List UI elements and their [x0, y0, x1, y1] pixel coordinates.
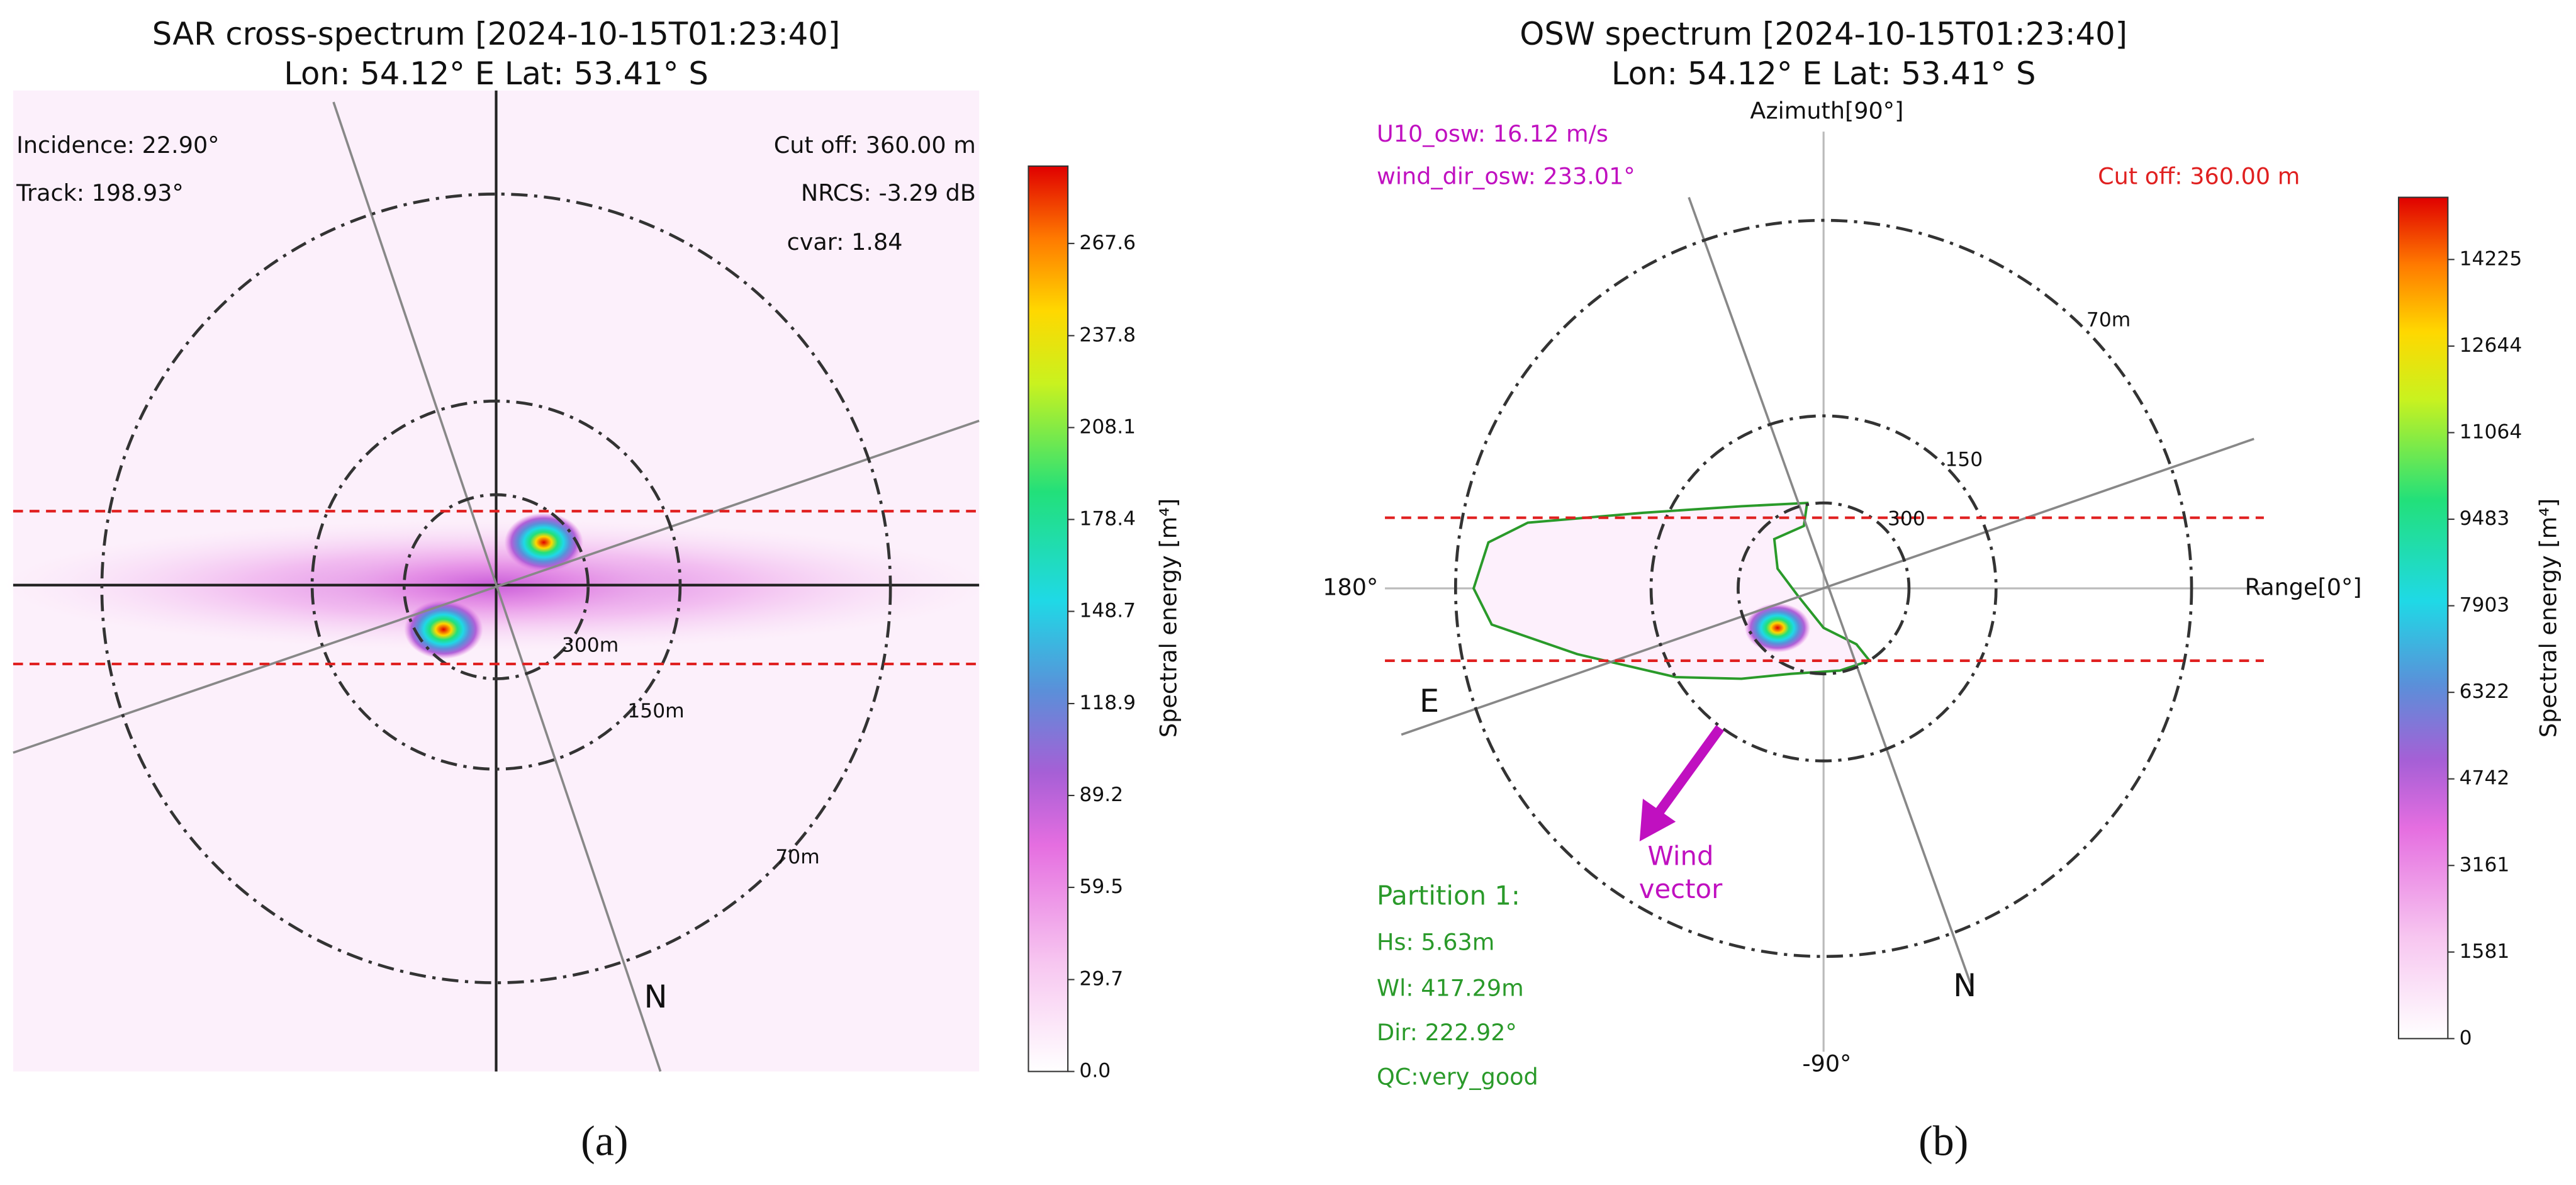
caption: (b)	[1918, 1118, 1968, 1165]
direction-label: E	[1420, 683, 1439, 719]
east-line	[13, 419, 980, 754]
title: OSW spectrum [2024-10-15T01:23:40]	[1520, 16, 2127, 52]
colorbar-tick-label: 208.1	[1079, 415, 1136, 438]
direction-label: 180°	[1323, 573, 1378, 600]
title: Lon: 54.12° E Lat: 53.41° S	[1611, 55, 2036, 92]
spectrum-peak	[504, 512, 583, 572]
annotation: Incidence: 22.90°	[16, 132, 219, 159]
direction-label: Range[0°]	[2245, 573, 2362, 600]
colorbar-tick-label: 12644	[2460, 334, 2523, 357]
direction-label: N	[644, 979, 667, 1015]
annotation: cvar: 1.84	[787, 228, 903, 256]
colorbar-tick-label: 89.2	[1079, 783, 1123, 806]
colorbar-tick-label: 0.0	[1079, 1060, 1111, 1082]
spectrum-peak	[1744, 603, 1811, 653]
colorbar-tick-label: 3161	[2460, 853, 2510, 876]
ring-label: 300m	[562, 634, 619, 656]
colorbar-tick-label: 237.8	[1079, 323, 1136, 346]
colorbar-tick-label: 59.5	[1079, 875, 1123, 898]
annotation: Partition 1:	[1377, 880, 1520, 911]
ring-label: 300	[1888, 507, 1925, 530]
ring-label: 150m	[627, 700, 684, 722]
panel-b: OSW spectrum [2024-10-15T01:23:40] Lon: …	[1323, 16, 2562, 1164]
wind-arrow-head	[1639, 799, 1676, 842]
colorbar-tick-label: 6322	[2460, 680, 2510, 703]
colorbar-tick-label: 14225	[2460, 247, 2523, 270]
colorbar-tick-label: 29.7	[1079, 968, 1123, 991]
annotation: wind_dir_osw: 233.01°	[1377, 163, 1635, 190]
colorbar-tick-label: 267.6	[1079, 232, 1136, 254]
colorbar-tick-label: 118.9	[1079, 692, 1136, 714]
ring	[100, 192, 892, 984]
annotation: QC:very_good	[1377, 1064, 1538, 1091]
annotation: U10_osw: 16.12 m/s	[1377, 120, 1608, 147]
annotation: Wind	[1648, 841, 1714, 872]
direction-label: -90°	[1802, 1050, 1851, 1077]
ring	[402, 493, 590, 680]
colorbar-tick-label: 148.7	[1079, 599, 1136, 622]
annotation: Hs: 5.63m	[1377, 928, 1494, 955]
north-line	[1688, 196, 1973, 987]
annotation: Cut off: 360.00 m	[2098, 163, 2300, 190]
ring-label: 70m	[775, 846, 819, 868]
colorbar-tick-label: 1581	[2460, 940, 2510, 963]
colorbar-tick-label: 0	[2460, 1026, 2472, 1049]
colorbar	[2397, 196, 2449, 1040]
wind-arrow	[1655, 725, 1725, 815]
title: SAR cross-spectrum [2024-10-15T01:23:40]	[152, 16, 840, 52]
ring-label: 150	[1945, 448, 1983, 471]
partition-contour	[1472, 502, 1872, 680]
annotation: Wl: 417.29m	[1377, 975, 1524, 1002]
ring-label: 70m	[2086, 308, 2131, 331]
east-line	[1401, 437, 2254, 736]
colorbar-label: Spectral energy [m⁴]	[1155, 498, 1182, 738]
ring	[1649, 414, 1998, 763]
ring	[310, 399, 682, 771]
colorbar-label: Spectral energy [m⁴]	[2535, 498, 2562, 738]
colorbar-tick-label: 178.4	[1079, 507, 1136, 530]
ring	[1453, 218, 2193, 958]
colorbar-tick-label: 4742	[2460, 767, 2510, 790]
annotation: NRCS: -3.29 dB	[801, 179, 976, 206]
colorbar-tick-label: 7903	[2460, 594, 2510, 617]
colorbar-tick-label: 11064	[2460, 420, 2523, 443]
annotation: Dir: 222.92°	[1377, 1019, 1517, 1046]
annotation: Track: 198.93°	[16, 179, 184, 206]
direction-label: Azimuth[90°]	[1750, 97, 1903, 124]
title: Lon: 54.12° E Lat: 53.41° S	[284, 55, 708, 92]
spectrum-peak	[404, 600, 483, 660]
ring	[1737, 501, 1911, 676]
panel-a: SAR cross-spectrum [2024-10-15T01:23:40]…	[3, 16, 1182, 1165]
colorbar	[1028, 165, 1069, 1072]
direction-label: N	[1953, 967, 1976, 1004]
annotation: vector	[1639, 873, 1723, 904]
colorbar-tick-label: 9483	[2460, 507, 2510, 530]
caption: (a)	[581, 1118, 628, 1165]
annotation: Cut off: 360.00 m	[774, 132, 976, 159]
